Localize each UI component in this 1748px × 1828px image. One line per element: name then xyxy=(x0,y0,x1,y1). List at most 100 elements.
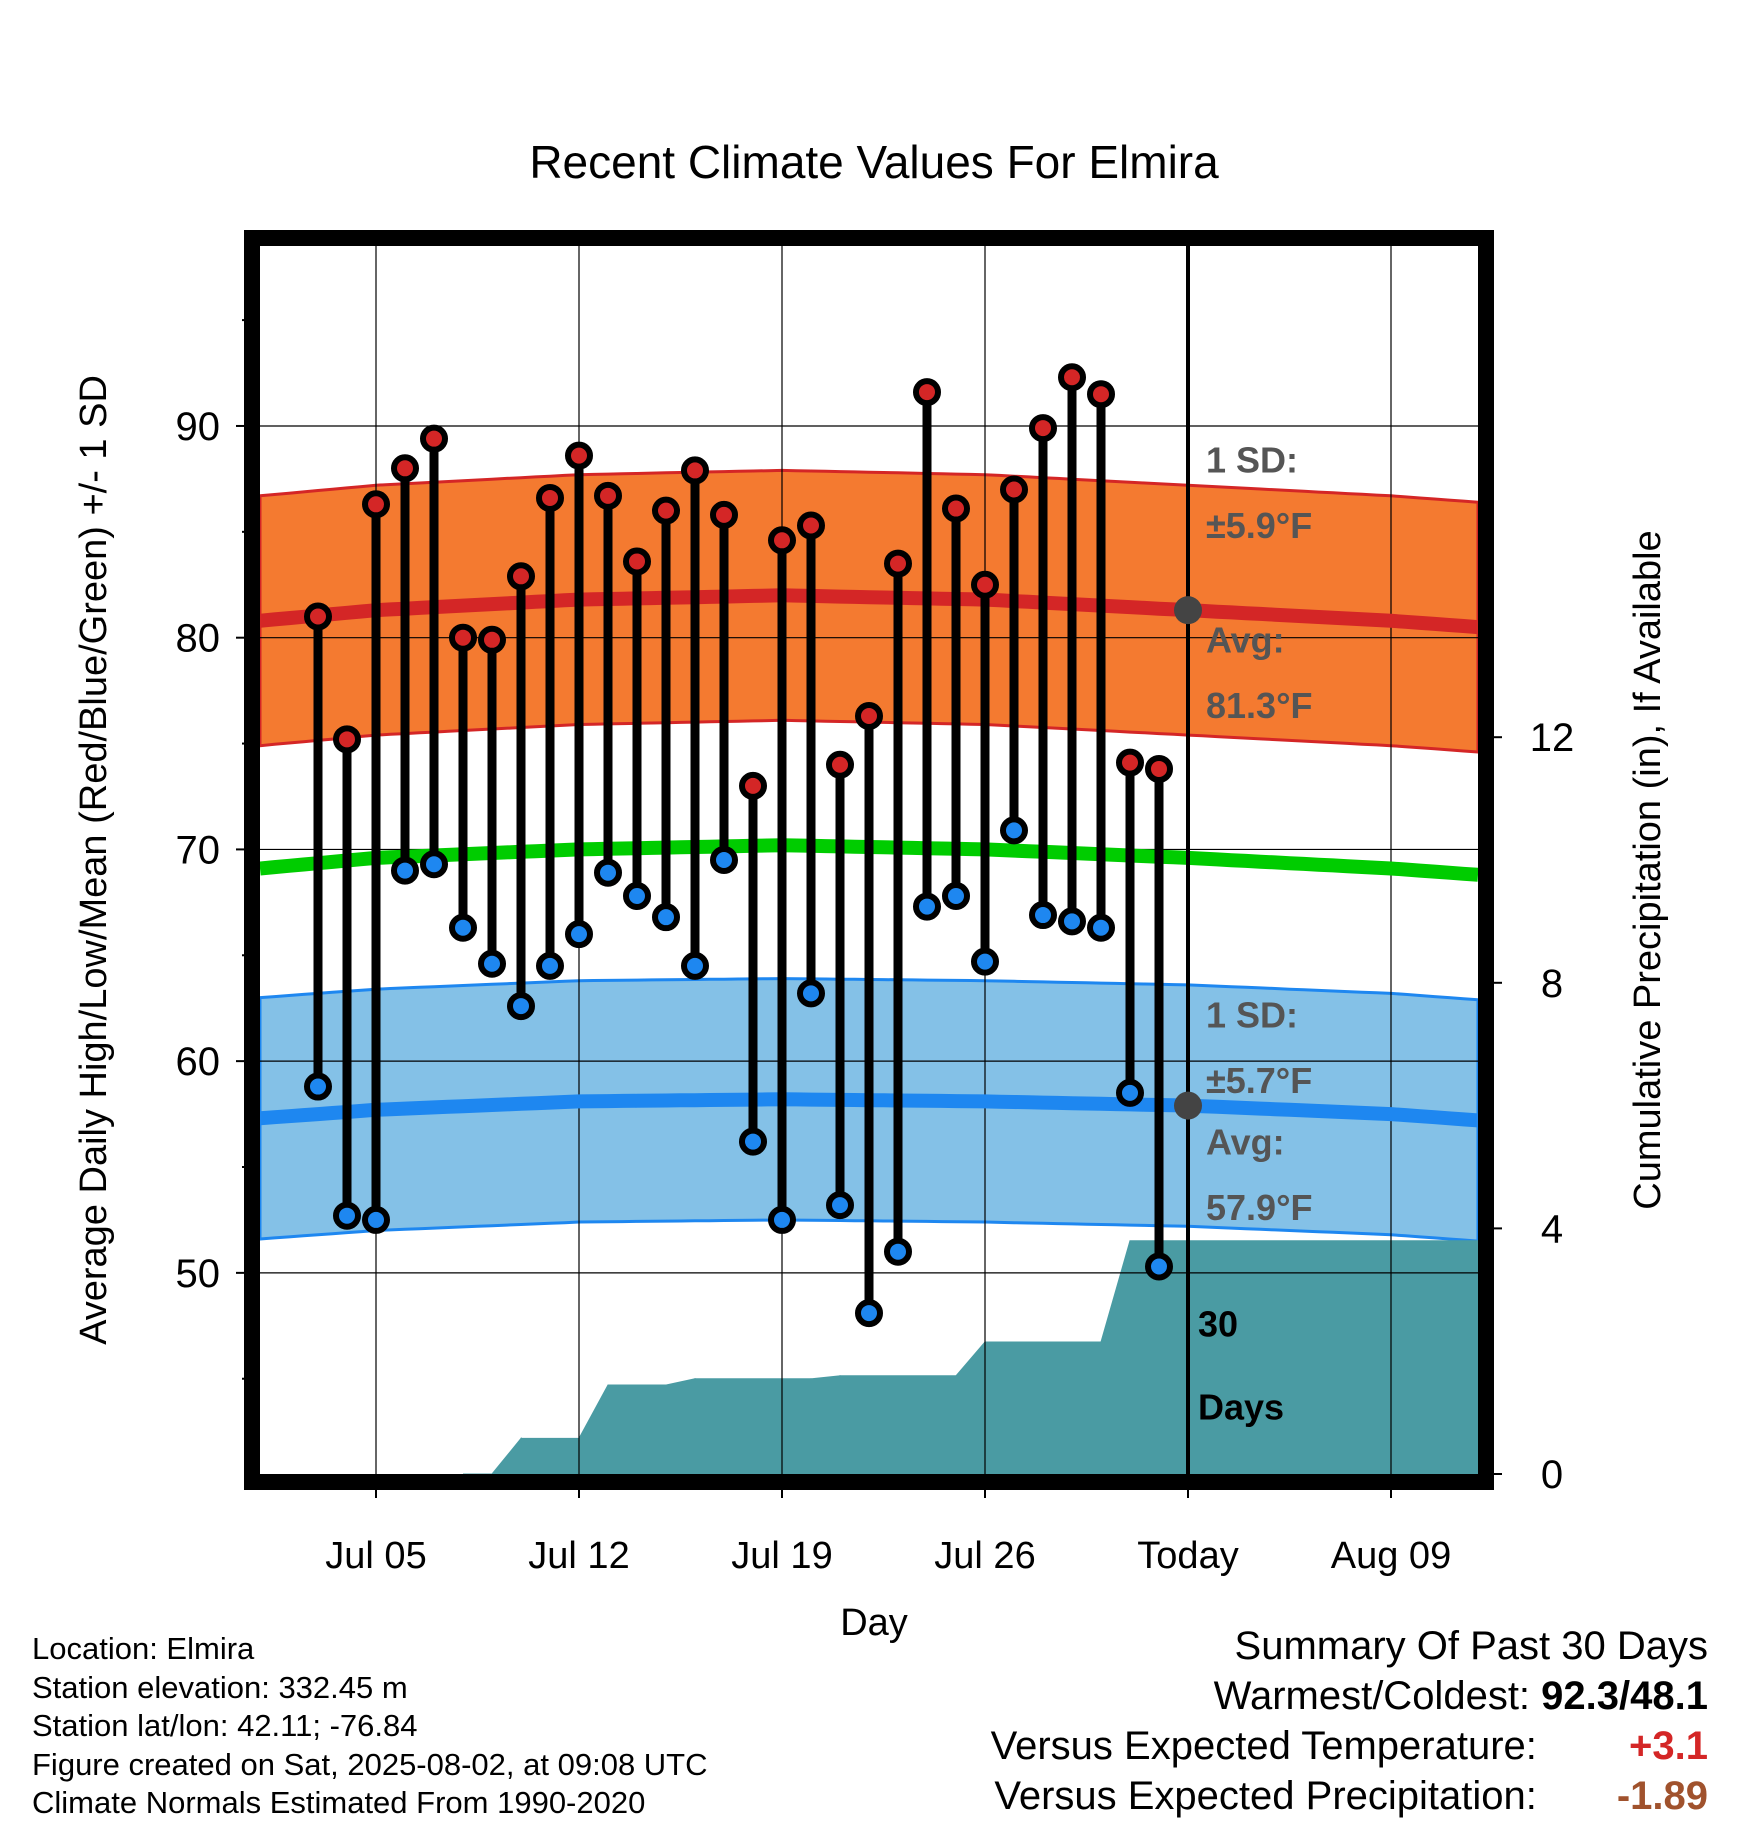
summary-panel: Summary Of Past 30 Days Warmest/Coldest:… xyxy=(991,1621,1708,1821)
y-tick-label: 50 xyxy=(176,1252,221,1296)
precip-segment xyxy=(810,1375,841,1474)
daily-high-point xyxy=(710,500,738,529)
daily-low-point xyxy=(942,881,970,910)
y2-tick-label: 12 xyxy=(1530,716,1575,760)
daily-low-point xyxy=(1000,816,1028,845)
daily-low-point xyxy=(855,1299,883,1328)
daily-low-point xyxy=(884,1237,912,1266)
precip-segment xyxy=(578,1384,609,1474)
summary-title: Summary Of Past 30 Days xyxy=(1234,1624,1708,1668)
summary-temp-row: Versus Expected Temperature: +3.1 xyxy=(991,1721,1708,1771)
daily-high-point xyxy=(478,625,506,654)
daily-low-point xyxy=(1116,1078,1144,1107)
y-tick-label: 70 xyxy=(176,828,221,872)
daily-high-point xyxy=(1116,748,1144,777)
daily-high-point xyxy=(1145,754,1173,783)
chart-title: Recent Climate Values For Elmira xyxy=(529,136,1219,188)
low-avg-label: Avg: xyxy=(1206,1121,1285,1162)
y-tick-label: 80 xyxy=(176,617,221,661)
temp-vs-expected-label: Versus Expected Temperature: xyxy=(990,1724,1537,1768)
y-axis-label: Average Daily High/Low/Mean (Red/Blue/Gr… xyxy=(73,375,115,1345)
daily-low-point xyxy=(594,858,622,887)
daily-low-point xyxy=(304,1072,332,1101)
precip-segment xyxy=(665,1378,696,1474)
y2-axis-label: Cumulative Precipitation (in), If Availa… xyxy=(1627,530,1669,1209)
station-info: Location: Elmira Station elevation: 332.… xyxy=(32,1630,708,1823)
daily-high-point xyxy=(1000,475,1028,504)
daily-low-point xyxy=(362,1205,390,1234)
precip-vs-expected-value: -1.89 xyxy=(1616,1774,1708,1818)
warmest-value: 92.3/48.1 xyxy=(1541,1674,1708,1718)
daily-low-point xyxy=(652,903,680,932)
y-tick-label: 90 xyxy=(176,405,221,449)
daily-high-point xyxy=(1087,380,1115,409)
y-tick-label: 60 xyxy=(176,1040,221,1084)
plot-frame xyxy=(244,230,1494,1490)
precip-vs-expected-label: Versus Expected Precipitation: xyxy=(994,1774,1537,1818)
x-tick-label: Jul 26 xyxy=(934,1535,1035,1577)
daily-high-point xyxy=(391,454,419,483)
daily-low-point xyxy=(739,1127,767,1156)
precip-days-number: 30 xyxy=(1198,1304,1238,1345)
high-avg-value: 81.3°F xyxy=(1206,685,1312,726)
daily-low-point xyxy=(1145,1252,1173,1281)
low-avg-value: 57.9°F xyxy=(1206,1187,1312,1228)
warmest-label: Warmest/Coldest: xyxy=(1213,1674,1531,1718)
daily-high-point xyxy=(1058,363,1086,392)
y2-tick-label: 4 xyxy=(1541,1207,1563,1251)
normals-text: Climate Normals Estimated From 1990-2020 xyxy=(32,1785,646,1820)
precip-segment xyxy=(607,1384,667,1474)
low-sd-value: ±5.7°F xyxy=(1206,1060,1312,1101)
daily-low-point xyxy=(971,947,999,976)
daily-high-point xyxy=(304,602,332,631)
daily-low-point xyxy=(536,951,564,980)
daily-high-point xyxy=(333,725,361,754)
summary-warmest-row: Warmest/Coldest: 92.3/48.1 xyxy=(991,1671,1708,1721)
daily-low-point xyxy=(333,1201,361,1230)
y2-tick-label: 0 xyxy=(1541,1453,1563,1497)
x-tick-label: Jul 05 xyxy=(325,1535,426,1577)
y2-tick-label: 8 xyxy=(1541,962,1563,1006)
precip-segment xyxy=(984,1341,1102,1474)
x-axis-label: Day xyxy=(840,1602,908,1644)
daily-low-point xyxy=(507,992,535,1021)
daily-high-point xyxy=(1029,414,1057,443)
daily-high-point xyxy=(884,549,912,578)
daily-high-point xyxy=(420,424,448,453)
daily-low-point xyxy=(1029,901,1057,930)
daily-high-point xyxy=(536,483,564,512)
high-sd-band xyxy=(260,468,1478,754)
daily-high-point xyxy=(449,623,477,652)
location-text: Location: Elmira xyxy=(32,1631,255,1666)
daily-high-point xyxy=(507,562,535,591)
daily-low-point xyxy=(623,881,651,910)
daily-high-point xyxy=(797,511,825,540)
normal-high-line xyxy=(260,588,1478,635)
daily-low-point xyxy=(826,1191,854,1220)
today-high-avg-marker xyxy=(1174,596,1202,625)
precip-segment xyxy=(955,1340,986,1474)
high-sd-label: 1 SD: xyxy=(1206,440,1298,481)
temp-vs-expected-value: +3.1 xyxy=(1629,1724,1708,1768)
elevation-text: Station elevation: 332.45 m xyxy=(32,1669,408,1705)
daily-low-point xyxy=(1058,907,1086,936)
daily-low-point xyxy=(449,913,477,942)
high-sd-value: ±5.9°F xyxy=(1206,505,1312,546)
daily-low-point xyxy=(710,846,738,874)
daily-low-point xyxy=(768,1205,796,1234)
daily-low-point xyxy=(913,892,941,921)
daily-high-point xyxy=(681,456,709,485)
daily-low-point xyxy=(420,850,448,879)
summary-precip-row: Versus Expected Precipitation: -1.89 xyxy=(991,1771,1708,1821)
daily-high-point xyxy=(739,771,767,800)
daily-high-point xyxy=(913,378,941,407)
plot-area xyxy=(260,246,1478,1474)
daily-low-point xyxy=(1087,913,1115,942)
daily-low-point xyxy=(478,949,506,978)
low-sd-label: 1 SD: xyxy=(1206,994,1298,1035)
x-tick-label: Jul 19 xyxy=(731,1535,832,1577)
high-avg-label: Avg: xyxy=(1206,620,1285,661)
x-tick-label: Aug 09 xyxy=(1331,1535,1451,1577)
daily-high-point xyxy=(623,547,651,576)
